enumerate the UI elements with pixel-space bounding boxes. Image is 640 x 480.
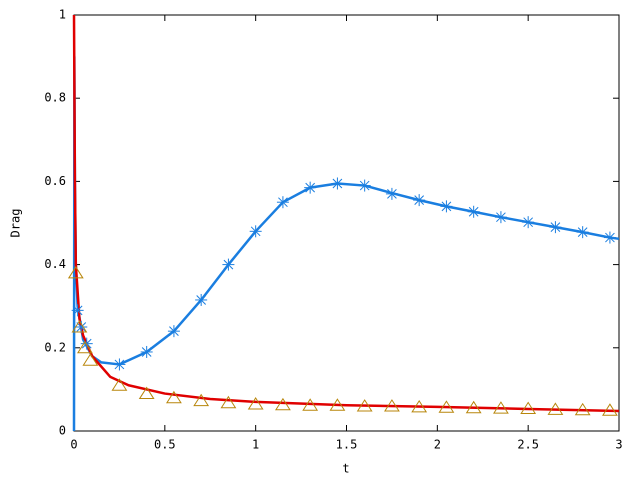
asterisk-marker [195, 293, 208, 306]
y-tick-label: 0 [59, 424, 66, 438]
x-tick-label: 2 [434, 438, 441, 452]
triangle-marker [438, 400, 455, 413]
asterisk-marker [249, 225, 262, 238]
x-axis-label: t [342, 462, 349, 476]
asterisk-marker [440, 200, 453, 213]
triangle-marker [547, 402, 564, 415]
asterisk-marker [494, 211, 507, 224]
triangle-marker [384, 399, 400, 412]
asterisk-marker [167, 325, 180, 338]
triangle-marker [111, 378, 128, 391]
asterisk-marker [276, 196, 289, 209]
asterisk-marker [385, 187, 398, 200]
x-tick-label: 1 [252, 438, 259, 452]
triangle-marker [82, 353, 99, 366]
triangle-marker [193, 393, 210, 407]
asterisk-marker [80, 337, 93, 350]
triangle-marker [602, 403, 618, 416]
triangle-marker [76, 340, 93, 354]
asterisk-marker [603, 231, 616, 244]
asterisk-marker [113, 358, 126, 371]
triangle-marker [493, 401, 509, 414]
triangle-marker [220, 395, 237, 409]
triangle-marker [302, 398, 319, 411]
asterisk-marker [71, 304, 84, 317]
triangle-marker [138, 386, 155, 400]
x-tick-label: 0.5 [154, 438, 176, 452]
triangle-marker [329, 398, 346, 411]
asterisk-marker [140, 345, 153, 358]
asterisk-marker [358, 179, 371, 192]
triangle-marker [247, 397, 264, 410]
y-tick-label: 0.2 [44, 340, 66, 354]
x-tick-label: 1.5 [336, 438, 358, 452]
triangle-marker [520, 401, 537, 415]
series-line [72, 55, 620, 432]
y-axis-label: Drag [9, 209, 23, 238]
asterisk-marker [413, 194, 426, 207]
y-tick-label: 0.4 [44, 257, 66, 271]
triangle-marker [166, 390, 182, 404]
y-tick-label: 1 [59, 8, 66, 22]
asterisk-marker [467, 205, 480, 218]
x-tick-label: 2.5 [517, 438, 539, 452]
triangle-marker [67, 265, 84, 279]
x-tick-label: 3 [615, 438, 622, 452]
triangle-marker [356, 399, 373, 412]
triangle-marker [71, 320, 88, 333]
asterisk-marker [331, 177, 344, 190]
y-tick-label: 0.8 [44, 91, 66, 105]
series-line [72, 14, 620, 413]
triangle-marker [275, 397, 291, 411]
x-tick-label: 0 [70, 438, 77, 452]
triangle-marker [411, 399, 428, 413]
triangle-marker [574, 402, 591, 416]
asterisk-marker [576, 226, 589, 239]
asterisk-marker [549, 221, 562, 234]
y-tick-label: 0.6 [44, 174, 66, 188]
asterisk-marker [304, 181, 317, 194]
asterisk-marker [522, 216, 535, 229]
asterisk-marker [222, 258, 235, 271]
triangle-marker [465, 400, 482, 414]
